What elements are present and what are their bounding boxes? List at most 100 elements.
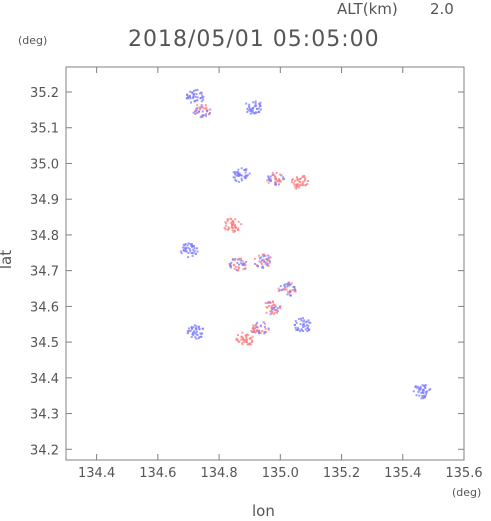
- echo-pixel: [288, 283, 291, 286]
- echo-pixel: [423, 396, 426, 399]
- echo-pixel: [291, 179, 294, 181]
- echo-pixel: [192, 96, 195, 99]
- echo-pixel: [295, 184, 298, 187]
- echo-pixel: [183, 244, 186, 247]
- echo-pixel: [282, 176, 284, 179]
- echo-pixel: [234, 226, 237, 229]
- echo-pixel: [190, 101, 192, 104]
- echo-pixel: [196, 111, 199, 114]
- echo-pixel: [248, 106, 251, 109]
- echo-cluster: [250, 321, 270, 335]
- echo-pixel: [195, 93, 198, 95]
- echo-pixel: [273, 303, 276, 306]
- echo-pixel: [201, 110, 204, 113]
- plot-frame: [65, 66, 465, 461]
- echo-pixel: [197, 110, 200, 113]
- echo-pixel: [249, 337, 252, 340]
- echo-pixel: [259, 105, 262, 107]
- echo-pixel: [421, 395, 424, 397]
- echo-pixel: [279, 305, 282, 308]
- x-tick-label: 135.4: [384, 466, 421, 481]
- y-tick-label: 34.7: [30, 265, 59, 280]
- echo-pixel: [244, 177, 247, 179]
- echo-pixel: [227, 227, 230, 230]
- echo-pixel: [256, 329, 259, 332]
- echo-pixel: [260, 261, 263, 264]
- echo-pixel: [189, 249, 192, 252]
- echo-pixel: [286, 282, 289, 285]
- x-tick-label: 135.2: [323, 466, 360, 481]
- echo-pixel: [277, 180, 280, 183]
- echo-pixel: [245, 339, 248, 342]
- echo-pixel: [202, 98, 205, 101]
- echo-pixel: [190, 336, 193, 338]
- echo-pixel: [266, 264, 269, 267]
- echo-pixel: [267, 175, 270, 178]
- echo-pixel: [228, 263, 231, 266]
- echo-pixel: [233, 264, 236, 267]
- echo-cluster: [264, 300, 282, 316]
- echo-pixel: [194, 99, 196, 102]
- echo-pixel: [194, 336, 197, 339]
- echo-pixel: [255, 326, 258, 328]
- echo-cluster: [232, 167, 251, 183]
- echo-pixel: [235, 266, 238, 269]
- echo-pixel: [235, 174, 238, 177]
- echo-pixel: [192, 334, 195, 337]
- echo-pixel: [234, 171, 237, 174]
- echo-pixel: [263, 325, 266, 328]
- echo-pixel: [232, 176, 235, 179]
- echo-cluster: [192, 104, 212, 119]
- echo-pixel: [262, 258, 265, 261]
- echo-pixel: [194, 331, 197, 334]
- echo-pixel: [302, 326, 305, 329]
- echo-pixel: [264, 254, 267, 257]
- echo-pixel: [267, 254, 270, 257]
- echo-pixel: [255, 104, 258, 107]
- echo-pixel: [420, 391, 423, 394]
- echo-pixel: [293, 289, 296, 292]
- echo-pixel: [425, 392, 428, 395]
- echo-pixel: [300, 328, 303, 331]
- echo-pixel: [245, 336, 248, 338]
- echo-pixel: [416, 385, 419, 388]
- echo-pixel: [205, 108, 208, 111]
- echo-pixel: [303, 325, 306, 328]
- echo-pixel: [247, 109, 250, 112]
- echo-pixel: [234, 218, 237, 221]
- echo-pixel: [246, 341, 249, 344]
- echo-pixel: [204, 104, 207, 107]
- altitude-value: 2.0: [430, 0, 454, 18]
- echo-pixel: [255, 111, 258, 114]
- echo-pixel: [421, 384, 424, 387]
- echo-pixel: [245, 102, 248, 105]
- echo-pixel: [184, 250, 187, 253]
- echo-pixel: [267, 179, 270, 181]
- echo-pixel: [199, 332, 202, 335]
- echo-pixel: [196, 107, 199, 110]
- echo-pixel: [422, 392, 425, 395]
- echo-pixel: [192, 331, 194, 334]
- echo-pixel: [294, 179, 297, 182]
- echo-pixel: [257, 254, 260, 257]
- echo-pixel: [185, 97, 188, 100]
- echo-pixel: [299, 330, 302, 333]
- echo-pixel: [256, 326, 259, 329]
- echo-pixel: [276, 307, 279, 310]
- echo-pixel: [280, 174, 283, 177]
- echo-pixel: [428, 388, 431, 391]
- echo-pixel: [191, 245, 194, 247]
- echo-pixel: [235, 337, 238, 340]
- echo-pixel: [272, 300, 274, 303]
- echo-pixel: [194, 252, 197, 255]
- echo-pixel: [230, 224, 233, 226]
- echo-pixel: [307, 324, 310, 327]
- echo-pixel: [239, 259, 242, 262]
- echo-pixel: [193, 89, 196, 92]
- echo-pixel: [307, 319, 310, 322]
- echo-pixel: [258, 257, 261, 260]
- echo-pixel: [191, 327, 193, 330]
- echo-cluster: [245, 100, 262, 115]
- echo-pixel: [252, 327, 255, 329]
- echo-pixel: [226, 219, 229, 222]
